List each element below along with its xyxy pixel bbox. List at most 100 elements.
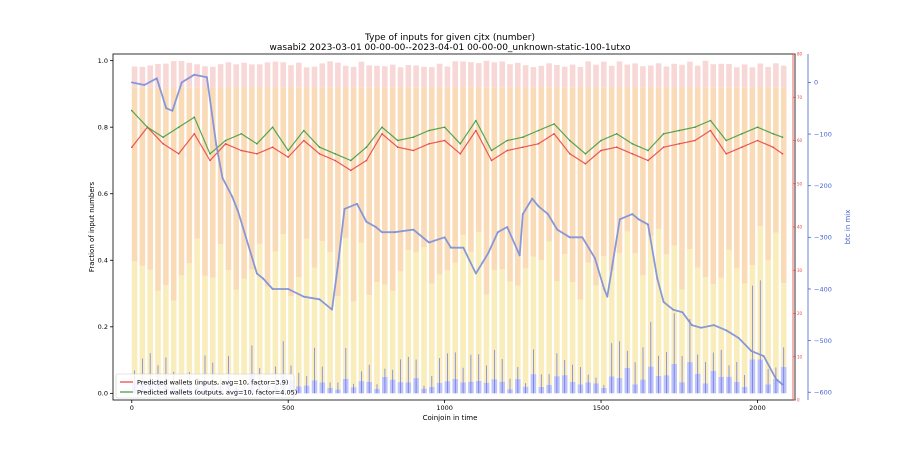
- series-point-0: [443, 139, 446, 142]
- background-bar: [186, 87, 193, 264]
- background-bar: [241, 62, 247, 88]
- series-point-2: [487, 252, 490, 254]
- background-bar: [233, 289, 239, 388]
- background-bar: [397, 271, 404, 383]
- background-bar: [139, 66, 146, 88]
- series-point-0: [256, 153, 258, 155]
- series-point-1: [256, 143, 258, 145]
- background-bar: [460, 61, 466, 88]
- series-point-1: [287, 149, 290, 152]
- series-point-2: [331, 308, 333, 311]
- background-bar: [288, 65, 294, 88]
- background-bar: [757, 63, 764, 88]
- series-point-1: [240, 133, 243, 135]
- background-bar: [522, 65, 529, 88]
- background-bar: [421, 246, 427, 389]
- background-bar: [170, 61, 177, 88]
- series-point-2: [287, 288, 290, 290]
- series-point-0: [678, 143, 680, 145]
- series-point-1: [522, 136, 524, 138]
- background-bar: [288, 87, 294, 296]
- series-point-2: [672, 308, 674, 311]
- y-tick-label: 0.8: [98, 123, 108, 131]
- background-bar: [483, 60, 490, 88]
- series-point-0: [193, 133, 196, 135]
- series-point-2: [522, 213, 524, 215]
- y3-tick-label: −100: [814, 130, 832, 138]
- series-point-2: [318, 298, 321, 301]
- background-bar: [499, 61, 505, 88]
- series-point-2: [712, 324, 715, 326]
- background-bar: [765, 260, 771, 385]
- series-point-2: [271, 288, 274, 290]
- background-bar: [522, 268, 529, 387]
- background-bar: [726, 87, 732, 250]
- y2-tick-label: 20: [797, 311, 803, 316]
- series-point-0: [600, 149, 602, 152]
- background-bar: [139, 265, 146, 383]
- background-bar: [405, 65, 412, 88]
- background-bar: [366, 295, 372, 382]
- y3-tick-label: −200: [814, 182, 832, 190]
- background-bar: [147, 65, 153, 88]
- y2-tick-label: 30: [797, 268, 803, 273]
- series-point-2: [356, 203, 358, 205]
- background-bar: [475, 63, 482, 88]
- background-bar: [327, 61, 333, 88]
- series-point-2: [381, 231, 383, 233]
- background-bar: [765, 87, 771, 261]
- background-bar: [507, 64, 513, 88]
- background-bar: [421, 66, 427, 88]
- background-bar: [335, 296, 341, 390]
- series-point-1: [537, 129, 540, 132]
- background-bar: [765, 66, 771, 88]
- series-point-0: [756, 139, 759, 142]
- background-bar: [147, 269, 153, 381]
- series-point-1: [772, 133, 774, 135]
- background-bar: [624, 64, 631, 88]
- series-point-2: [691, 324, 693, 326]
- background-bar: [780, 87, 787, 283]
- background-bar: [202, 275, 208, 381]
- background-bar: [538, 260, 545, 387]
- series-point-0: [271, 146, 274, 148]
- background-bar: [319, 87, 326, 242]
- background-bar: [507, 281, 513, 390]
- series-point-1: [131, 109, 133, 112]
- series-point-0: [647, 159, 649, 162]
- background-bar: [601, 256, 607, 388]
- series-point-2: [143, 84, 146, 86]
- background-bar: [663, 66, 670, 88]
- background-bar: [436, 87, 443, 275]
- series-point-2: [737, 337, 740, 339]
- background-bar: [233, 87, 239, 290]
- background-bar: [342, 87, 349, 238]
- background-bar: [694, 267, 701, 374]
- background-bar: [632, 252, 638, 385]
- background-bar: [515, 285, 521, 379]
- background-bar: [264, 87, 271, 287]
- series-point-0: [459, 153, 462, 155]
- series-point-2: [656, 277, 659, 280]
- series-point-1: [365, 146, 368, 148]
- background-bar: [694, 87, 701, 268]
- background-bar: [155, 290, 161, 380]
- background-bar: [648, 87, 654, 237]
- series-point-0: [772, 146, 774, 148]
- background-bar: [608, 65, 615, 88]
- background-bar: [608, 270, 615, 377]
- background-bar: [382, 66, 388, 88]
- background-bar: [217, 64, 224, 88]
- background-bar: [679, 289, 685, 383]
- background-bar: [202, 87, 208, 276]
- series-point-1: [678, 129, 680, 132]
- background-bar: [468, 62, 474, 88]
- background-bar: [256, 243, 263, 383]
- series-point-1: [694, 126, 696, 128]
- background-bar: [554, 281, 560, 377]
- background-bar: [249, 269, 255, 375]
- y3-tick-label: −400: [814, 285, 832, 293]
- background-bar: [460, 234, 466, 383]
- y2-axis-label: btc in mix: [844, 210, 852, 245]
- series-point-1: [709, 119, 712, 122]
